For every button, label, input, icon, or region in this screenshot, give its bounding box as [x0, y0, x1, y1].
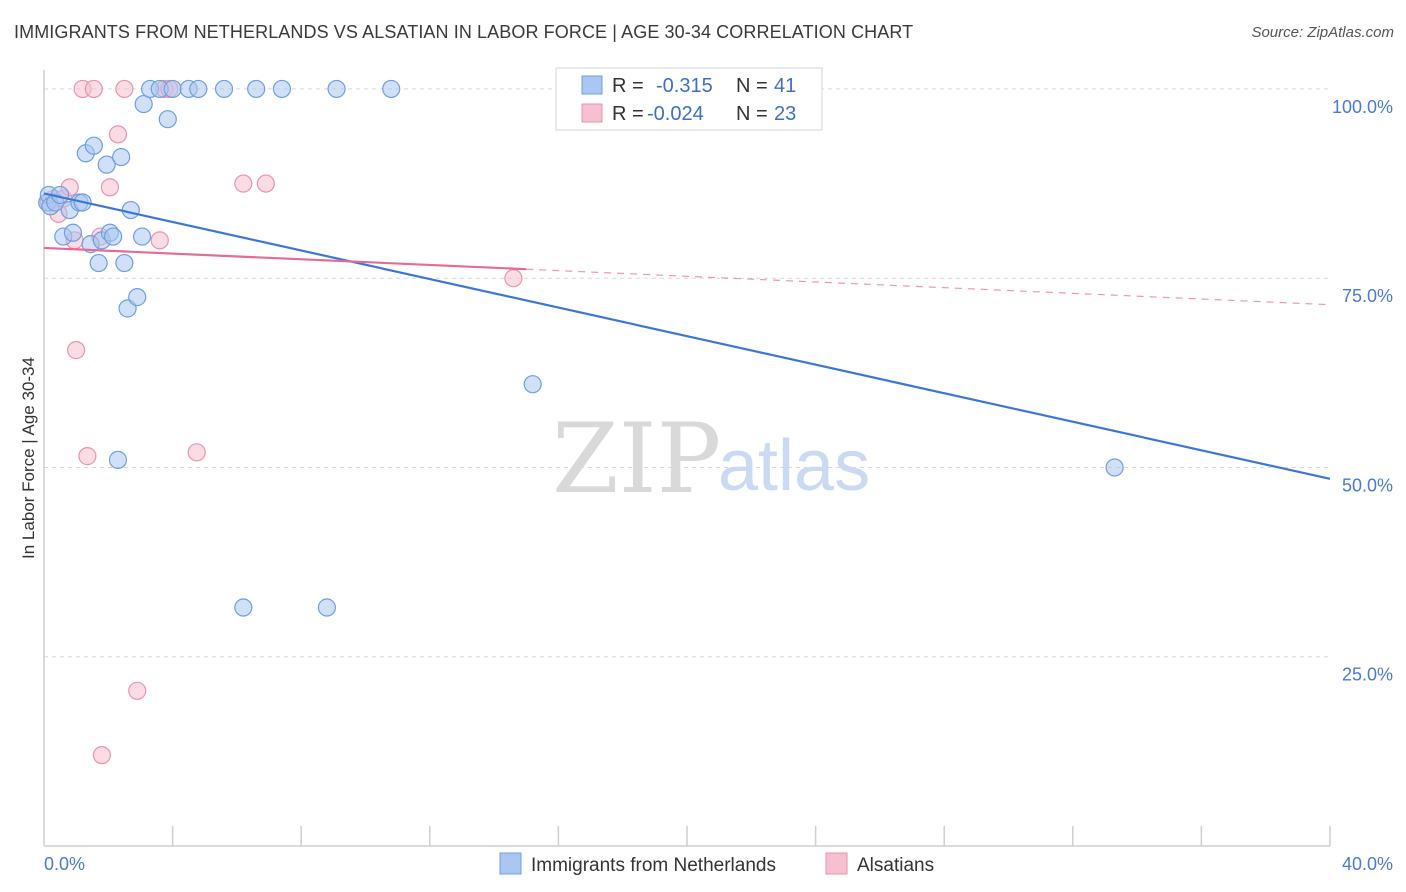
alsatian-point — [115, 79, 134, 99]
netherlands-point — [382, 79, 401, 99]
netherlands-point — [158, 110, 177, 129]
netherlands-point — [104, 227, 123, 246]
netherlands-point — [327, 79, 346, 99]
legend-swatch-pink — [581, 103, 603, 123]
trend-line-netherlands — [43, 192, 1331, 480]
legend-swatch-blue — [581, 75, 603, 95]
netherlands-point — [272, 79, 292, 99]
netherlands-point — [89, 253, 108, 273]
alsatian-point — [92, 746, 111, 765]
series-swatch-netherlands — [499, 852, 522, 875]
netherlands-point — [134, 94, 153, 114]
data-points — [38, 79, 1124, 765]
legend-n-value-1: 41 — [774, 75, 796, 97]
netherlands-point — [189, 79, 208, 99]
y-tick-labels: 25.0% 50.0% 75.0% 100.0% — [1332, 97, 1393, 685]
chart-title: IMMIGRANTS FROM NETHERLANDS VS ALSATIAN … — [14, 22, 914, 42]
x-tick-labels: 0.0% 40.0% — [44, 854, 1393, 874]
watermark: ZIP atlas — [552, 403, 870, 515]
legend-r-value-1: -0.315 — [656, 75, 713, 97]
trend-line-alsatians — [43, 246, 527, 271]
legend-r-value-2: -0.024 — [647, 103, 704, 125]
y-axis-label-group: In Labor Force | Age 30-34 — [19, 357, 38, 559]
alsatian-point — [187, 443, 206, 462]
x-tick-label-min: 0.0% — [44, 854, 85, 874]
alsatian-point — [234, 174, 253, 193]
alsatian-point — [150, 231, 169, 250]
alsatian-point — [78, 447, 97, 466]
legend-n-value-2: 23 — [774, 103, 796, 125]
y-tick-label: 50.0% — [1342, 475, 1393, 495]
series-legend: Immigrants from Netherlands Alsatians — [499, 852, 934, 876]
alsatian-point — [256, 174, 275, 193]
netherlands-point — [97, 155, 116, 174]
gridlines — [44, 88, 1330, 658]
watermark-zip: ZIP — [552, 403, 721, 515]
y-tick-label: 100.0% — [1332, 97, 1393, 117]
alsatian-point — [67, 341, 86, 360]
source-label: Source: ZipAtlas.com — [1251, 24, 1394, 41]
stats-legend: R = -0.315 N = 41 R = -0.024 N = 23 — [555, 67, 823, 131]
alsatian-point — [108, 125, 128, 144]
netherlands-point — [128, 288, 147, 307]
series-label-netherlands: Immigrants from Netherlands — [531, 855, 776, 876]
netherlands-point — [84, 136, 103, 155]
legend-r-label-2: R = — [612, 103, 644, 125]
netherlands-point — [108, 450, 128, 469]
series-label-alsatians: Alsatians — [857, 855, 934, 876]
alsatian-point — [100, 178, 120, 197]
legend-n-label-2: N = — [736, 103, 768, 125]
netherlands-point — [112, 147, 131, 167]
netherlands-point — [132, 227, 152, 246]
trend-line-extension-alsatians — [526, 268, 1331, 306]
netherlands-point — [63, 223, 83, 242]
netherlands-point — [214, 79, 234, 99]
x-tick-label-max: 40.0% — [1342, 854, 1393, 874]
y-tick-label: 25.0% — [1342, 665, 1393, 685]
alsatian-point — [504, 269, 523, 288]
netherlands-point — [163, 79, 182, 99]
netherlands-point — [121, 200, 140, 220]
netherlands-point — [523, 375, 542, 394]
y-tick-label: 75.0% — [1342, 286, 1393, 306]
netherlands-point — [247, 79, 266, 99]
trend-lines — [43, 192, 1331, 480]
watermark-atlas: atlas — [718, 426, 870, 506]
series-swatch-alsatians — [825, 852, 848, 875]
alsatian-point — [84, 79, 103, 99]
y-axis-label: In Labor Force | Age 30-34 — [19, 357, 38, 559]
netherlands-point — [115, 253, 134, 273]
alsatian-point — [128, 681, 147, 700]
netherlands-point — [317, 598, 337, 617]
netherlands-point — [1105, 458, 1124, 477]
legend-n-label-1: N = — [736, 75, 768, 97]
netherlands-point — [234, 598, 253, 617]
legend-r-label-1: R = — [612, 75, 644, 97]
